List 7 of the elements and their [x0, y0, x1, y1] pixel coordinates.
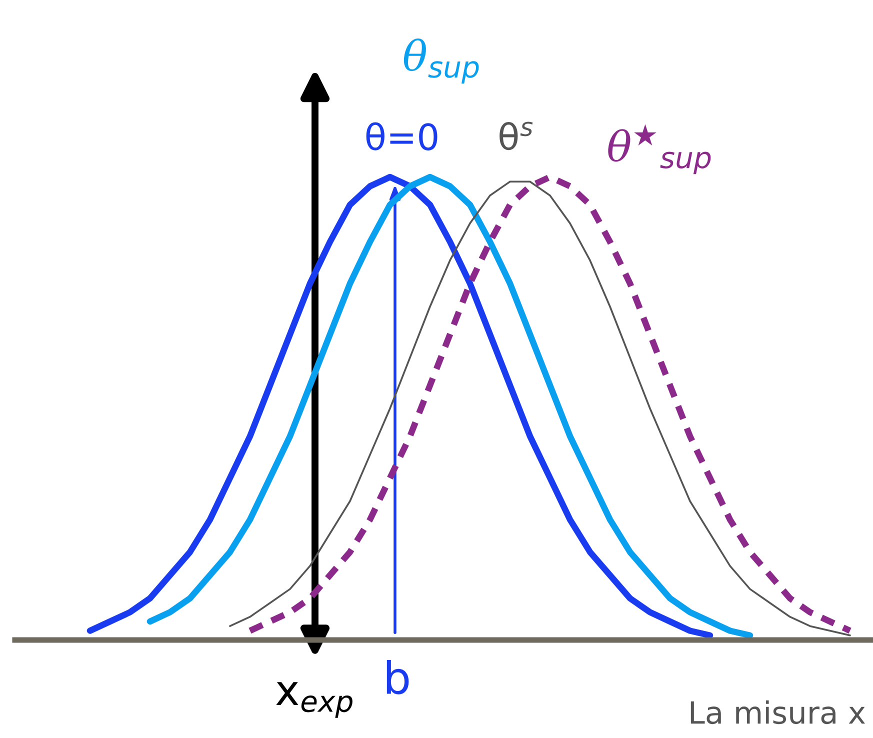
- series-label: θ$^{★}$$_{sup}$: [608, 124, 711, 174]
- text: θ$_{sup}$: [404, 38, 479, 84]
- text: La misura x: [690, 700, 866, 724]
- text: b: [386, 660, 409, 694]
- text: x$_{exp}$: [276, 682, 352, 718]
- series-label: θ=0: [366, 122, 438, 150]
- series-label: θ$^{s}$: [500, 122, 533, 150]
